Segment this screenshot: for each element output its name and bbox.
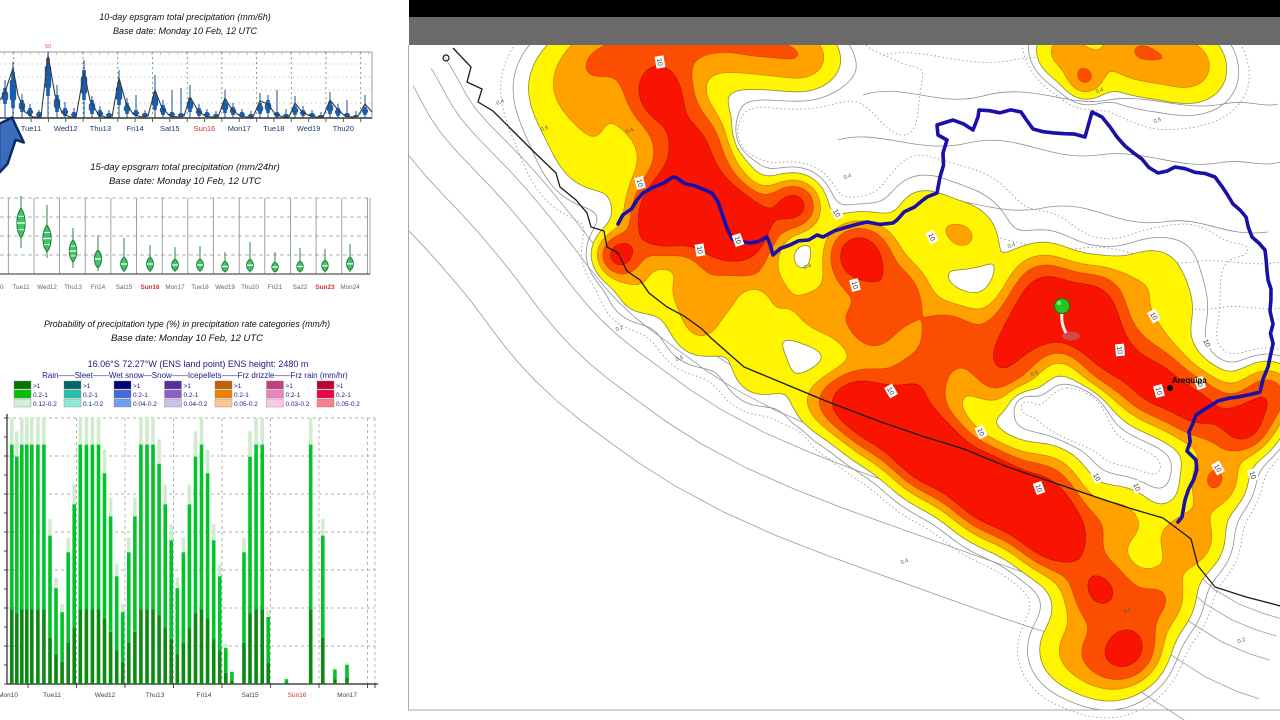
svg-text:Base date: Monday 10 Feb, 12 U: Base date: Monday 10 Feb, 12 UTC [109, 176, 261, 187]
svg-text:Wed19: Wed19 [297, 124, 321, 133]
svg-text:0.2-1: 0.2-1 [336, 392, 351, 399]
svg-text:10: 10 [1212, 463, 1222, 473]
svg-text:Mon10: Mon10 [0, 692, 18, 699]
svg-text:10: 10 [1115, 346, 1123, 354]
svg-text:10: 10 [1148, 311, 1158, 321]
svg-text:10: 10 [655, 58, 663, 67]
svg-text:0.12-0.2: 0.12-0.2 [33, 401, 57, 408]
svg-text:Wed12: Wed12 [54, 124, 78, 133]
svg-text:Sat15: Sat15 [116, 284, 133, 291]
svg-text:Thu20: Thu20 [241, 284, 259, 291]
svg-text:Thu20: Thu20 [333, 124, 354, 133]
svg-text:Tue18: Tue18 [263, 124, 284, 133]
svg-text:>1: >1 [286, 383, 294, 390]
svg-text:10: 10 [1154, 387, 1163, 396]
svg-text:Sat15: Sat15 [160, 124, 180, 133]
svg-text:>1: >1 [133, 383, 141, 390]
svg-text:0.5: 0.5 [1030, 370, 1039, 378]
svg-text:Tue18: Tue18 [191, 284, 209, 291]
svg-text:Thu13: Thu13 [90, 124, 111, 133]
svg-text:0.4: 0.4 [625, 127, 634, 135]
svg-text:10: 10 [1091, 472, 1101, 482]
svg-text:Base date: Monday 10 Feb, 12 U: Base date: Monday 10 Feb, 12 UTC [113, 26, 258, 36]
svg-text:0.03-0.2: 0.03-0.2 [286, 401, 310, 408]
svg-text:0.2-1: 0.2-1 [234, 392, 249, 399]
svg-text:Wed19: Wed19 [215, 284, 235, 291]
svg-text:10: 10 [1194, 378, 1203, 388]
svg-text:Tue11: Tue11 [12, 284, 30, 291]
svg-text:0.1-0.2: 0.1-0.2 [83, 401, 104, 408]
svg-text:Mon17: Mon17 [165, 284, 185, 291]
svg-text:Wed12: Wed12 [95, 692, 116, 699]
svg-text:Probability of precipitation t: Probability of precipitation type (%) in… [44, 319, 330, 329]
svg-text:0.4: 0.4 [843, 173, 852, 181]
svg-text:Base date: Monday 10 Feb, 12 U: Base date: Monday 10 Feb, 12 UTC [111, 333, 263, 344]
svg-text:Sun16: Sun16 [288, 692, 307, 699]
svg-text:0.4: 0.4 [803, 263, 812, 271]
svg-text:Tue11: Tue11 [43, 692, 61, 699]
svg-text:Fri14: Fri14 [197, 692, 212, 699]
svg-text:0.4: 0.4 [1007, 242, 1016, 250]
svg-text:10: 10 [885, 386, 895, 396]
svg-text:0.4: 0.4 [1095, 87, 1104, 95]
svg-text:10: 10 [1131, 482, 1141, 492]
svg-text:16.06°S 72.27°W (ENS land poin: 16.06°S 72.27°W (ENS land point) ENS hei… [88, 359, 309, 369]
svg-text:0.2: 0.2 [1237, 637, 1246, 645]
svg-text:0.5: 0.5 [1153, 117, 1162, 125]
svg-text:Rain——Sleet——Wet snow—Snow——Ic: Rain——Sleet——Wet snow—Snow——Icepellets——… [42, 371, 348, 380]
svg-text:0.2-1: 0.2-1 [83, 392, 98, 399]
svg-text:Sa22: Sa22 [293, 284, 308, 291]
svg-text:10-day epsgram total precipita: 10-day epsgram total precipitation (mm/6… [99, 12, 271, 22]
svg-text:10: 10 [926, 232, 936, 242]
svg-text:Mon17: Mon17 [337, 692, 357, 699]
svg-text:Sun16: Sun16 [141, 284, 160, 291]
svg-text:10: 10 [975, 427, 985, 437]
svg-text:>1: >1 [83, 383, 91, 390]
svg-text:>1: >1 [234, 383, 242, 390]
svg-text:Thu13: Thu13 [64, 284, 82, 291]
svg-text:50: 50 [45, 44, 51, 50]
svg-text:0.2-1: 0.2-1 [184, 392, 199, 399]
svg-text:10: 10 [831, 208, 841, 218]
svg-text:Thu13: Thu13 [146, 692, 165, 699]
svg-text:Wed12: Wed12 [37, 284, 57, 291]
svg-text:Sun16: Sun16 [194, 124, 216, 133]
svg-text:0.2-1: 0.2-1 [133, 392, 148, 399]
svg-text:0.5: 0.5 [540, 125, 549, 133]
svg-text:10: 10 [1201, 338, 1211, 348]
svg-text:>1: >1 [33, 383, 41, 390]
svg-text:10: 10 [635, 179, 644, 188]
svg-text:Sat15: Sat15 [242, 692, 259, 699]
svg-text:Fri14: Fri14 [91, 284, 106, 291]
svg-text:Mon24: Mon24 [340, 284, 360, 291]
svg-text:0.2: 0.2 [615, 325, 624, 333]
svg-text:10: 10 [1247, 470, 1256, 480]
svg-text:0.5: 0.5 [675, 355, 684, 363]
svg-text:>1: >1 [184, 383, 192, 390]
svg-text:10: 10 [1033, 483, 1042, 493]
svg-text:10: 10 [732, 235, 741, 245]
svg-text:0.4: 0.4 [900, 558, 909, 566]
svg-text:0.2-1: 0.2-1 [286, 392, 301, 399]
svg-text:0.05-0.2: 0.05-0.2 [234, 401, 258, 408]
svg-text:0.05-0.2: 0.05-0.2 [336, 401, 360, 408]
svg-text:10: 10 [695, 246, 703, 255]
svg-text:Fri14: Fri14 [127, 124, 144, 133]
svg-text:0.04-0.2: 0.04-0.2 [184, 401, 208, 408]
svg-text:-0.4: -0.4 [494, 99, 505, 108]
svg-text:Arequipa: Arequipa [1172, 376, 1207, 385]
svg-text:Tue11: Tue11 [21, 124, 41, 133]
svg-text:0.5: 0.5 [1123, 607, 1132, 615]
svg-text:Fri21: Fri21 [268, 284, 283, 291]
svg-text:10: 10 [0, 284, 4, 291]
svg-text:Sun23: Sun23 [316, 284, 335, 291]
svg-text:15-day epsgram total precipita: 15-day epsgram total precipitation (mm/2… [90, 162, 280, 173]
svg-text:10: 10 [850, 281, 859, 290]
svg-text:0.04-0.2: 0.04-0.2 [133, 401, 157, 408]
svg-text:0.2-1: 0.2-1 [33, 392, 48, 399]
svg-text:>1: >1 [336, 383, 344, 390]
svg-text:Mon17: Mon17 [228, 124, 251, 133]
